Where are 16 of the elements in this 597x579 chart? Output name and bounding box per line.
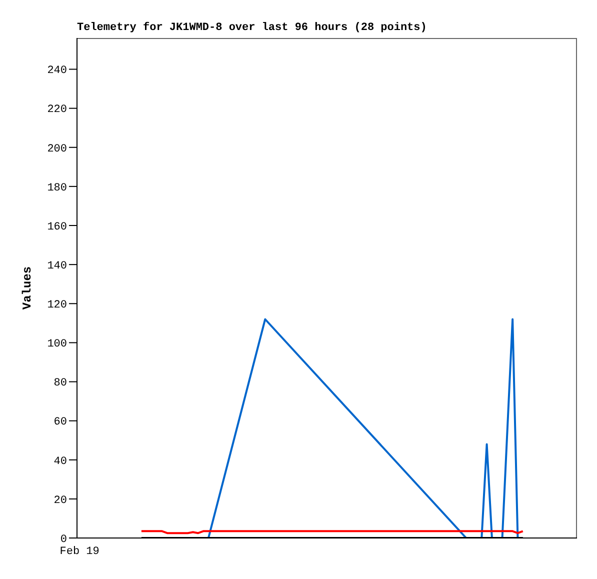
y-tick-label: 120 — [47, 300, 67, 312]
chart-title: Telemetry for JK1WMD-8 over last 96 hours (28 points) — [77, 22, 427, 34]
y-tick-label: 220 — [47, 104, 67, 116]
y-tick-label: 0 — [60, 534, 67, 546]
y-axis-title: Values — [20, 266, 34, 310]
y-tick-label: 60 — [54, 416, 67, 429]
y-tick-label: 80 — [54, 378, 67, 390]
y-tick-label: 40 — [54, 456, 67, 468]
y-tick-label: 160 — [47, 221, 67, 234]
y-tick-label: 200 — [47, 143, 67, 156]
y-tick-label: 20 — [54, 494, 67, 507]
y-tick-label: 240 — [47, 65, 67, 78]
x-tick-label: Feb 19 — [60, 546, 100, 558]
y-tick-label: 140 — [47, 260, 67, 272]
y-tick-label: 100 — [47, 338, 67, 351]
y-tick-label: 180 — [47, 182, 67, 194]
